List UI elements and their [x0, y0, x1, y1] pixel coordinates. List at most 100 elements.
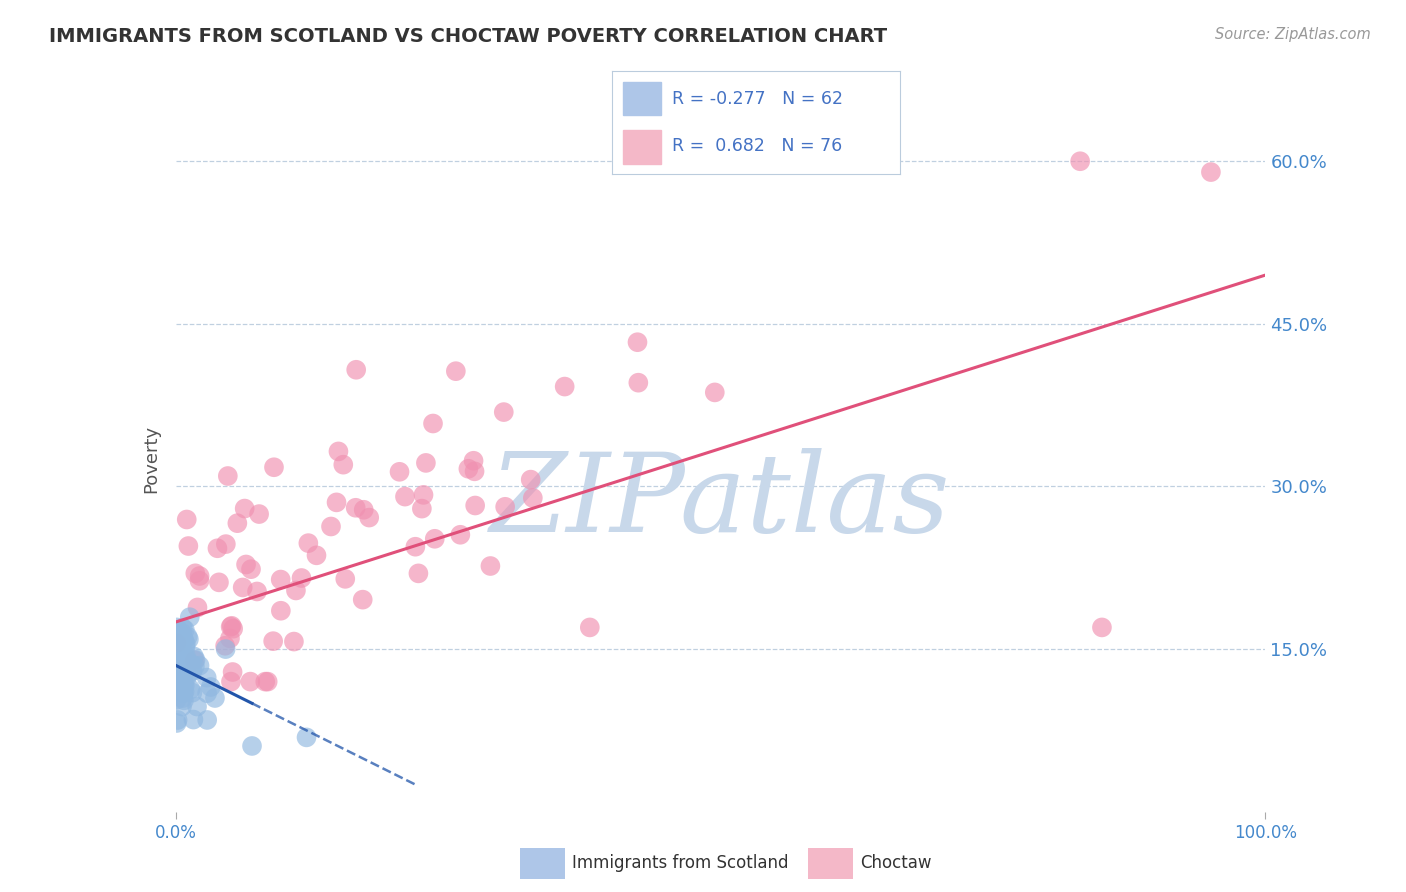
- Point: [263, 460, 285, 475]
- Point: [166, 673, 188, 687]
- Point: [344, 500, 367, 515]
- Point: [235, 558, 257, 572]
- Point: [173, 684, 195, 698]
- Point: [170, 668, 193, 682]
- Point: [172, 683, 194, 698]
- Point: [173, 675, 195, 690]
- Point: [444, 364, 467, 378]
- Point: [173, 686, 195, 700]
- Point: [233, 501, 256, 516]
- Point: [183, 653, 205, 667]
- Point: [169, 674, 191, 689]
- Point: [305, 549, 328, 563]
- Point: [172, 655, 194, 669]
- Point: [254, 674, 277, 689]
- Point: [188, 574, 211, 588]
- Point: [219, 620, 242, 634]
- Text: Immigrants from Scotland: Immigrants from Scotland: [572, 855, 789, 872]
- Point: [222, 622, 245, 636]
- Text: ZIPatlas: ZIPatlas: [491, 448, 950, 556]
- Point: [176, 670, 198, 684]
- Point: [166, 620, 188, 634]
- Point: [262, 634, 284, 648]
- Point: [184, 659, 207, 673]
- Point: [335, 572, 357, 586]
- Point: [217, 469, 239, 483]
- Point: [173, 633, 195, 648]
- Point: [174, 651, 197, 665]
- Point: [200, 680, 222, 694]
- Point: [172, 691, 194, 706]
- Point: [214, 639, 236, 653]
- Point: [240, 739, 263, 753]
- Point: [554, 379, 576, 393]
- Point: [449, 528, 471, 542]
- Bar: [623, 130, 661, 163]
- Point: [283, 634, 305, 648]
- Point: [172, 632, 194, 646]
- Point: [179, 660, 201, 674]
- Point: [297, 536, 319, 550]
- Point: [239, 674, 262, 689]
- Point: [411, 501, 433, 516]
- Text: R =  0.682   N = 76: R = 0.682 N = 76: [672, 136, 842, 154]
- Point: [344, 363, 367, 377]
- Point: [180, 665, 202, 679]
- Point: [177, 539, 200, 553]
- Point: [479, 559, 502, 574]
- Point: [359, 510, 381, 524]
- Point: [423, 532, 446, 546]
- Point: [195, 671, 218, 685]
- Point: [166, 713, 188, 727]
- Point: [166, 692, 188, 706]
- Point: [183, 713, 205, 727]
- Point: [173, 623, 195, 637]
- Y-axis label: Poverty: Poverty: [142, 425, 160, 493]
- Point: [174, 640, 197, 655]
- Point: [408, 566, 430, 581]
- Point: [219, 674, 242, 689]
- Point: [208, 575, 231, 590]
- Point: [174, 665, 197, 679]
- Point: [522, 491, 544, 505]
- Point: [184, 653, 207, 667]
- Point: [170, 699, 193, 714]
- Point: [186, 600, 208, 615]
- Point: [328, 444, 350, 458]
- Point: [204, 691, 226, 706]
- Point: [184, 566, 207, 581]
- Point: [353, 502, 375, 516]
- Point: [422, 417, 444, 431]
- Text: IMMIGRANTS FROM SCOTLAND VS CHOCTAW POVERTY CORRELATION CHART: IMMIGRANTS FROM SCOTLAND VS CHOCTAW POVE…: [49, 27, 887, 45]
- Point: [188, 569, 211, 583]
- Point: [270, 573, 292, 587]
- Point: [181, 686, 204, 700]
- Point: [180, 682, 202, 697]
- Point: [325, 495, 347, 509]
- Point: [415, 456, 437, 470]
- Point: [183, 649, 205, 664]
- Point: [627, 376, 650, 390]
- Point: [166, 716, 188, 731]
- Point: [284, 583, 307, 598]
- Point: [179, 610, 201, 624]
- Point: [167, 671, 190, 685]
- Point: [319, 519, 342, 533]
- Point: [703, 385, 725, 400]
- Point: [172, 621, 194, 635]
- Point: [519, 473, 541, 487]
- Point: [221, 619, 243, 633]
- Point: [180, 657, 202, 671]
- Point: [412, 488, 434, 502]
- Point: [1091, 620, 1114, 634]
- Point: [494, 500, 516, 514]
- Point: [247, 507, 270, 521]
- Point: [174, 637, 197, 651]
- Text: Choctaw: Choctaw: [860, 855, 932, 872]
- Point: [290, 571, 312, 585]
- Point: [219, 632, 242, 646]
- Point: [170, 643, 193, 657]
- Point: [464, 499, 486, 513]
- Point: [177, 632, 200, 647]
- Point: [188, 658, 211, 673]
